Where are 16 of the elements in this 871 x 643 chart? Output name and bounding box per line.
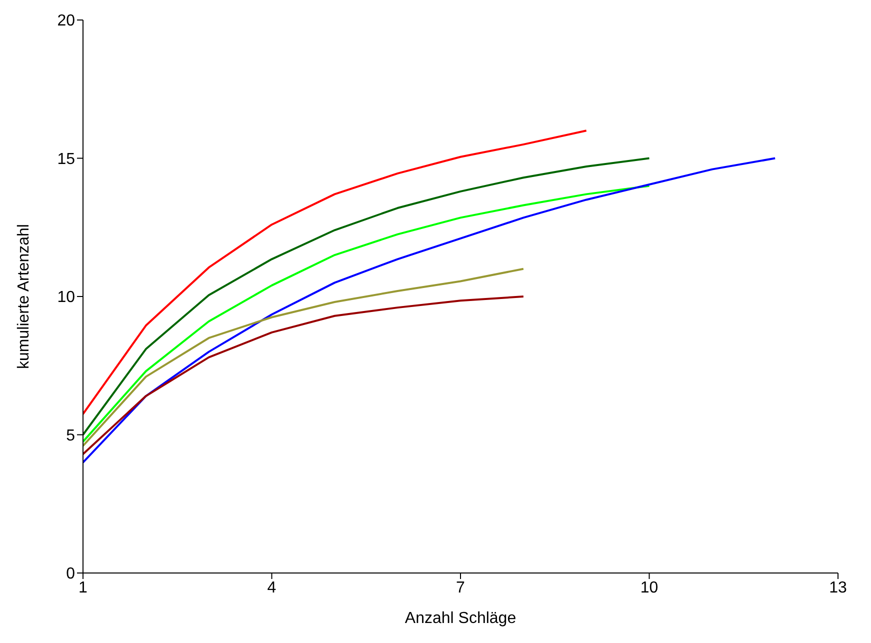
line-series	[83, 268, 524, 447]
y-tick-label: 0	[66, 566, 76, 583]
y-tick-label: 5	[66, 427, 76, 444]
x-tick-label: 4	[267, 579, 276, 596]
y-tick-label: 10	[57, 289, 76, 306]
y-tick-label: 15	[57, 150, 76, 168]
y-axis-title: kumulierte Artenzahl	[16, 224, 33, 369]
line-series	[83, 130, 588, 416]
line-series	[83, 157, 776, 464]
line-series	[83, 296, 524, 456]
x-axis-title: Anzahl Schläge	[404, 610, 516, 627]
y-tick-label: 20	[57, 12, 76, 30]
x-tick-label: 10	[640, 579, 658, 596]
x-tick-label: 7	[456, 579, 466, 596]
x-tick-label: 13	[829, 579, 847, 596]
x-tick-label: 1	[78, 579, 88, 596]
